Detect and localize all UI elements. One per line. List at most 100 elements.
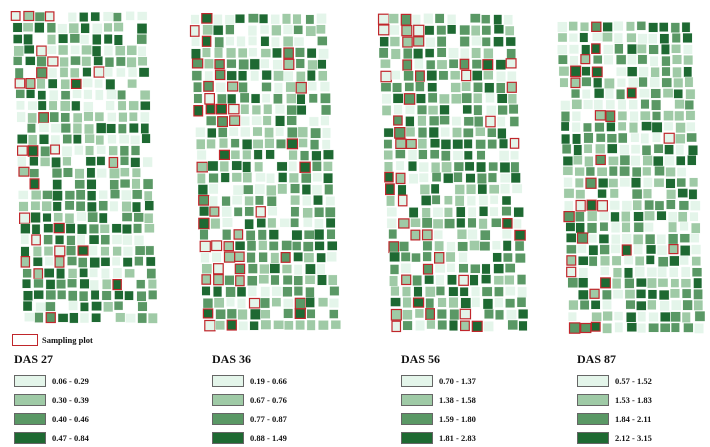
- plot-cell: [266, 172, 275, 184]
- plot-cell: [638, 66, 649, 77]
- plot-cell: [214, 47, 223, 59]
- plot-cell: [47, 34, 57, 45]
- plot-cell: [137, 45, 147, 57]
- sampling-plot: [413, 24, 425, 37]
- sampling-plot: [211, 240, 223, 252]
- plot-cell: [67, 278, 77, 288]
- plot-cell: [676, 167, 687, 177]
- plot-cell: [609, 200, 621, 211]
- plot-cell: [619, 165, 630, 177]
- plot-cell: [80, 302, 89, 312]
- sampling-plot: [203, 80, 214, 92]
- plot-cell: [448, 59, 459, 69]
- plot-cell: [23, 11, 34, 21]
- plot-cell: [131, 167, 141, 178]
- plot-cell: [250, 93, 261, 104]
- plot-cell: [231, 195, 243, 205]
- plot-cell: [444, 207, 453, 218]
- plot-cell: [629, 122, 639, 134]
- plot-cell: [231, 172, 242, 183]
- plot-cell: [506, 58, 517, 69]
- plot-cell: [402, 286, 411, 297]
- sampling-plot: [248, 297, 261, 309]
- plot-cell: [664, 133, 675, 144]
- plot-cell: [290, 206, 300, 217]
- plot-cell: [234, 251, 245, 262]
- sampling-plot: [626, 87, 637, 99]
- plot-cell: [277, 183, 288, 195]
- plot-cell: [493, 24, 505, 34]
- plot-cell: [621, 211, 631, 222]
- sampling-plot: [591, 43, 601, 55]
- legend-swatch: [14, 393, 46, 406]
- plot-cell: [76, 234, 86, 246]
- plot-cell: [230, 138, 240, 148]
- plot-cell: [675, 122, 686, 134]
- plot-cell: [391, 309, 402, 321]
- plot-cell: [45, 279, 56, 290]
- plot-cell: [436, 36, 447, 48]
- plot-cell: [276, 138, 286, 149]
- plot-cell: [23, 290, 33, 301]
- plot-cell: [128, 112, 138, 122]
- sampling-plot: [568, 322, 581, 334]
- plot-cell: [112, 279, 122, 290]
- plot-cell: [421, 207, 431, 218]
- sampling-plot: [405, 138, 417, 149]
- plot-cell: [34, 11, 46, 22]
- plot-cell: [24, 312, 35, 322]
- plot-cell: [662, 88, 674, 98]
- plot-cell: [206, 138, 216, 149]
- legend-swatch: [212, 431, 244, 444]
- plot-cell: [600, 277, 611, 288]
- plot-cell: [287, 138, 298, 149]
- plot-cell: [679, 255, 689, 266]
- sampling-plot: [580, 54, 591, 65]
- plot-cell: [316, 263, 326, 275]
- plot-cell: [432, 207, 444, 218]
- plot-cell: [566, 244, 577, 254]
- plot-cell: [459, 36, 470, 47]
- plot-cell: [215, 309, 226, 320]
- plot-cell: [418, 149, 428, 160]
- plot-cell: [616, 78, 626, 88]
- plot-cell: [505, 298, 516, 308]
- plot-cell: [679, 233, 691, 243]
- plot-cell: [219, 160, 229, 172]
- plot-cell: [613, 21, 624, 32]
- plot-cell: [491, 240, 501, 250]
- plot-cell: [96, 168, 107, 179]
- plot-cell: [283, 59, 294, 70]
- plot-cell: [425, 298, 435, 309]
- legend-title: DAS 27: [14, 352, 54, 366]
- plot-cell: [230, 150, 241, 160]
- plot-cell: [447, 24, 457, 35]
- plot-cell: [563, 177, 573, 188]
- plot-cell: [510, 150, 519, 160]
- plot-cell: [682, 299, 693, 311]
- plot-cell: [641, 121, 652, 131]
- plot-cell: [461, 92, 473, 104]
- plot-cell: [317, 36, 328, 46]
- plot-cell: [288, 161, 298, 172]
- plot-cell: [459, 287, 469, 297]
- plot-cell: [380, 82, 392, 92]
- legend-row-2: 1.53 - 1.83: [577, 390, 652, 409]
- plot-cell: [68, 300, 79, 311]
- plot-cell: [460, 309, 471, 319]
- plot-cell: [306, 48, 317, 59]
- plot-cell: [103, 301, 114, 313]
- sampling-plot: [505, 58, 517, 69]
- plot-cell: [36, 45, 47, 57]
- plot-cell: [57, 290, 67, 300]
- plot-cell: [227, 81, 238, 92]
- plot-cell: [267, 217, 277, 229]
- plot-cell: [513, 206, 524, 218]
- plot-cell: [96, 122, 107, 134]
- plot-cell: [642, 155, 653, 166]
- plot-cell: [259, 24, 270, 35]
- plot-cell: [12, 22, 23, 33]
- plot-cell: [293, 286, 303, 296]
- sampling-plot: [228, 103, 240, 115]
- plot-cell: [588, 233, 598, 244]
